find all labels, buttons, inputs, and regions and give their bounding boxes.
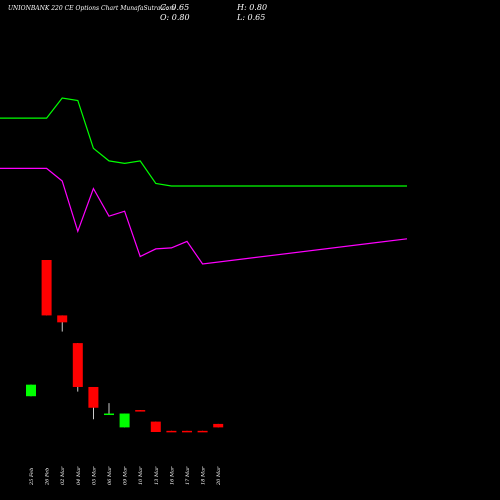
candle-body	[41, 260, 52, 316]
x-tick-label: 17 Mar	[185, 466, 191, 485]
candle-body	[135, 410, 146, 412]
candle-16-mar	[166, 430, 177, 433]
candle-06-mar	[104, 403, 114, 416]
lower-line-series	[0, 167, 408, 265]
x-tick-label: 13 Mar	[154, 466, 160, 485]
candle-body	[26, 384, 36, 397]
open-value: O: 0.80	[160, 13, 190, 22]
candle-13-mar	[150, 421, 161, 432]
candle-body	[72, 343, 83, 387]
candle-20-mar	[213, 423, 224, 428]
x-tick-label: 05 Mar	[91, 466, 97, 485]
x-tick-label: 26 Feb	[45, 468, 51, 486]
candle-26-feb	[41, 260, 52, 316]
x-tick-label: 04 Mar	[76, 466, 82, 485]
x-tick-label: 10 Mar	[138, 466, 144, 485]
candle-body	[197, 430, 208, 433]
candle-10-mar	[135, 410, 146, 412]
x-tick-label: 06 Mar	[107, 466, 113, 485]
close-value: C: 0.65	[160, 3, 190, 12]
candle-02-mar	[57, 315, 68, 332]
x-tick-label: 25 Feb	[29, 468, 35, 486]
x-tick-label: 02 Mar	[60, 466, 66, 485]
candle-body	[57, 315, 68, 323]
upper-line-series	[0, 97, 407, 187]
x-tick-label: 09 Mar	[123, 466, 129, 485]
candle-body	[182, 430, 192, 433]
chart-title: UNIONBANK 220 CE Options Chart MunafaSut…	[8, 5, 175, 12]
candle-body	[213, 423, 224, 428]
candle-body	[104, 413, 114, 416]
x-tick-label: 18 Mar	[201, 466, 207, 485]
low-value: L: 0.65	[237, 13, 266, 22]
x-tick-label: 16 Mar	[169, 466, 175, 485]
candle-body	[166, 430, 177, 433]
candle-body	[88, 386, 99, 408]
candle-body	[119, 413, 130, 428]
x-tick-label: 20 Mar	[216, 466, 222, 486]
candle-05-mar	[88, 386, 99, 420]
high-value: H: 0.80	[237, 3, 268, 12]
candle-17-mar	[182, 430, 192, 433]
candle-body	[150, 421, 161, 432]
candle-09-mar	[119, 413, 130, 428]
candle-04-mar	[72, 343, 83, 392]
candle-18-mar	[197, 430, 208, 433]
candle-25-feb	[26, 384, 36, 397]
